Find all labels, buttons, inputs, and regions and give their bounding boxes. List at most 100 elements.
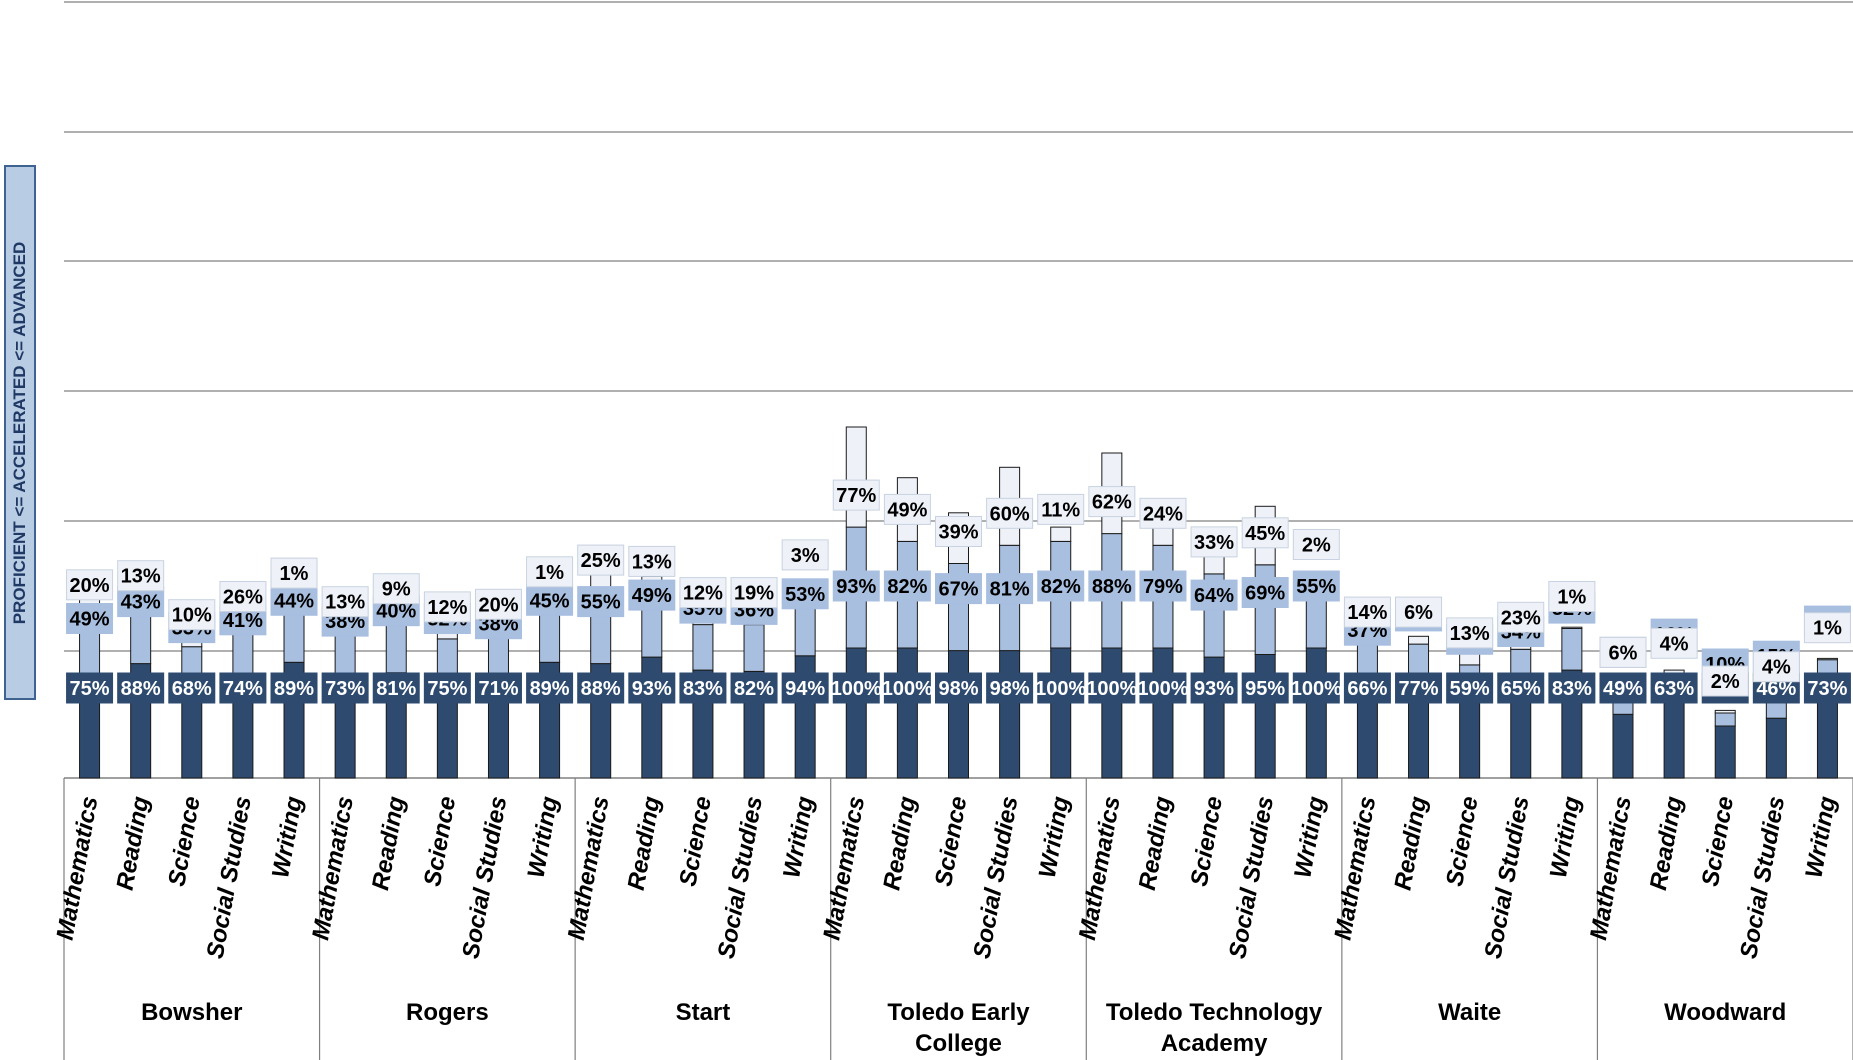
data-label-advanced-text: 23% (1501, 607, 1541, 629)
tick-label-subject: Social Studies (968, 794, 1023, 960)
group-label: Toledo Early College (887, 999, 1030, 1057)
data-label-accelerated-text: 55% (581, 592, 621, 614)
data-label-advanced-bg (1292, 529, 1340, 560)
data-label-advanced: 6% (1599, 636, 1647, 668)
data-label-proficient-bg (986, 672, 1034, 704)
tick-label-subject: Writing (1545, 794, 1586, 880)
data-label-advanced-text: 62% (1092, 492, 1132, 514)
data-label-advanced-bg (1446, 617, 1494, 649)
data-label-proficient-bg (117, 672, 165, 704)
data-label-advanced-text: 13% (121, 566, 161, 588)
data-label-proficient-text: 63% (1654, 678, 1694, 700)
data-label-proficient: 94% (781, 672, 829, 704)
tick-label-subject: Science (419, 794, 461, 888)
data-label-advanced-bg (1497, 601, 1545, 633)
data-label-proficient-bg (1650, 672, 1698, 704)
data-label-proficient-bg (883, 672, 931, 704)
data-label-advanced-bg (832, 479, 880, 511)
data-label-proficient-text: 100% (1137, 678, 1188, 700)
data-label-proficient-bg (372, 672, 420, 704)
data-label-proficient-bg (526, 672, 574, 704)
data-label-advanced: 25% (577, 544, 625, 576)
tick-label-subject: Reading (878, 794, 921, 892)
data-label-proficient-bg (1190, 672, 1238, 704)
data-label-accelerated: 82% (883, 570, 931, 602)
data-label-accelerated-bg (526, 584, 574, 616)
data-label-accelerated-text: 41% (223, 610, 263, 632)
data-label-proficient-bg (935, 672, 982, 704)
data-label-advanced: 24% (1139, 497, 1187, 529)
bar-proficient (845, 647, 867, 779)
data-label-proficient-bg (1446, 672, 1494, 704)
data-label-proficient: 81% (372, 672, 420, 704)
bar-accelerated (692, 624, 714, 671)
data-label-proficient-bg (1548, 672, 1596, 704)
data-label-proficient: 75% (423, 672, 471, 704)
data-label-accelerated-text: 44% (274, 590, 314, 612)
data-label-accelerated-text: 81% (990, 579, 1030, 601)
data-label-advanced-text: 2% (1711, 671, 1740, 693)
data-label-advanced: 12% (423, 591, 471, 623)
bar-proficient (896, 647, 918, 779)
data-label-proficient-bg (219, 672, 267, 704)
data-label-advanced-text: 20% (70, 575, 110, 597)
data-label-advanced-text: 13% (1450, 623, 1490, 645)
data-label-proficient-text: 88% (581, 678, 621, 700)
data-label-proficient: 65% (1497, 672, 1545, 704)
data-label-proficient: 95% (1241, 672, 1289, 704)
data-label-advanced-bg (679, 577, 727, 609)
data-label-advanced-bg (986, 497, 1034, 529)
data-label-advanced: 1% (1803, 612, 1851, 644)
data-label-advanced: 13% (1446, 617, 1494, 649)
bar-proficient (1101, 647, 1123, 779)
data-label-proficient-text: 93% (1194, 678, 1234, 700)
bar-proficient (1714, 725, 1736, 779)
data-label-accelerated: 79% (1139, 570, 1187, 602)
data-label-advanced-bg (321, 586, 369, 618)
data-label-proficient: 83% (1548, 672, 1596, 704)
data-label-proficient: 88% (117, 672, 165, 704)
data-label-accelerated-text: 45% (530, 590, 570, 612)
data-label-advanced-text: 3% (791, 545, 820, 567)
data-label-proficient-text: 89% (274, 678, 314, 700)
data-label-proficient-text: 100% (882, 678, 933, 700)
data-label-proficient-text: 66% (1347, 678, 1387, 700)
data-label-accelerated-bg (1190, 579, 1238, 611)
data-label-advanced: 10% (168, 599, 216, 631)
bar-proficient (1152, 647, 1174, 779)
data-label-advanced: 6% (1395, 596, 1443, 628)
data-label-advanced-bg (372, 573, 420, 605)
tick-label-subject: Mathematics (1329, 794, 1381, 942)
data-label-advanced-text: 20% (478, 594, 518, 616)
data-label-advanced: 3% (781, 539, 829, 571)
data-label-proficient-bg (270, 672, 318, 704)
data-label-proficient-text: 100% (831, 678, 882, 700)
data-label-proficient: 49% (1599, 672, 1647, 704)
data-label-advanced: 33% (1190, 526, 1238, 558)
data-label-accelerated-bg (935, 573, 982, 605)
data-label-proficient: 100% (1291, 672, 1342, 704)
data-label-advanced-text: 77% (836, 485, 876, 507)
data-label-accelerated-bg (628, 579, 676, 611)
data-label-advanced-text: 12% (683, 583, 723, 605)
bar-proficient (1356, 691, 1378, 779)
data-label-advanced-text: 26% (223, 587, 263, 609)
data-label-proficient: 82% (730, 672, 778, 704)
data-label-advanced-text: 6% (1609, 642, 1638, 664)
data-label-proficient: 46% (1752, 672, 1800, 704)
data-label-proficient-text: 74% (223, 678, 263, 700)
group-label-line: Toledo Early (887, 999, 1030, 1026)
data-label-advanced: 4% (1650, 627, 1698, 659)
tick-label-subject: Social Studies (457, 794, 512, 960)
data-label-proficient: 98% (986, 672, 1034, 704)
data-label-advanced-text: 12% (427, 597, 467, 619)
data-label-proficient-text: 71% (478, 678, 518, 700)
data-label-advanced: 62% (1088, 486, 1136, 518)
data-label-proficient-text: 83% (683, 678, 723, 700)
data-label-proficient: 93% (628, 672, 676, 704)
data-label-advanced-text: 1% (1813, 618, 1842, 640)
data-label-proficient-bg (474, 672, 522, 704)
data-label-advanced: 19% (730, 577, 778, 609)
data-label-advanced: 2% (1292, 529, 1340, 560)
data-label-accelerated-bg (117, 586, 165, 618)
